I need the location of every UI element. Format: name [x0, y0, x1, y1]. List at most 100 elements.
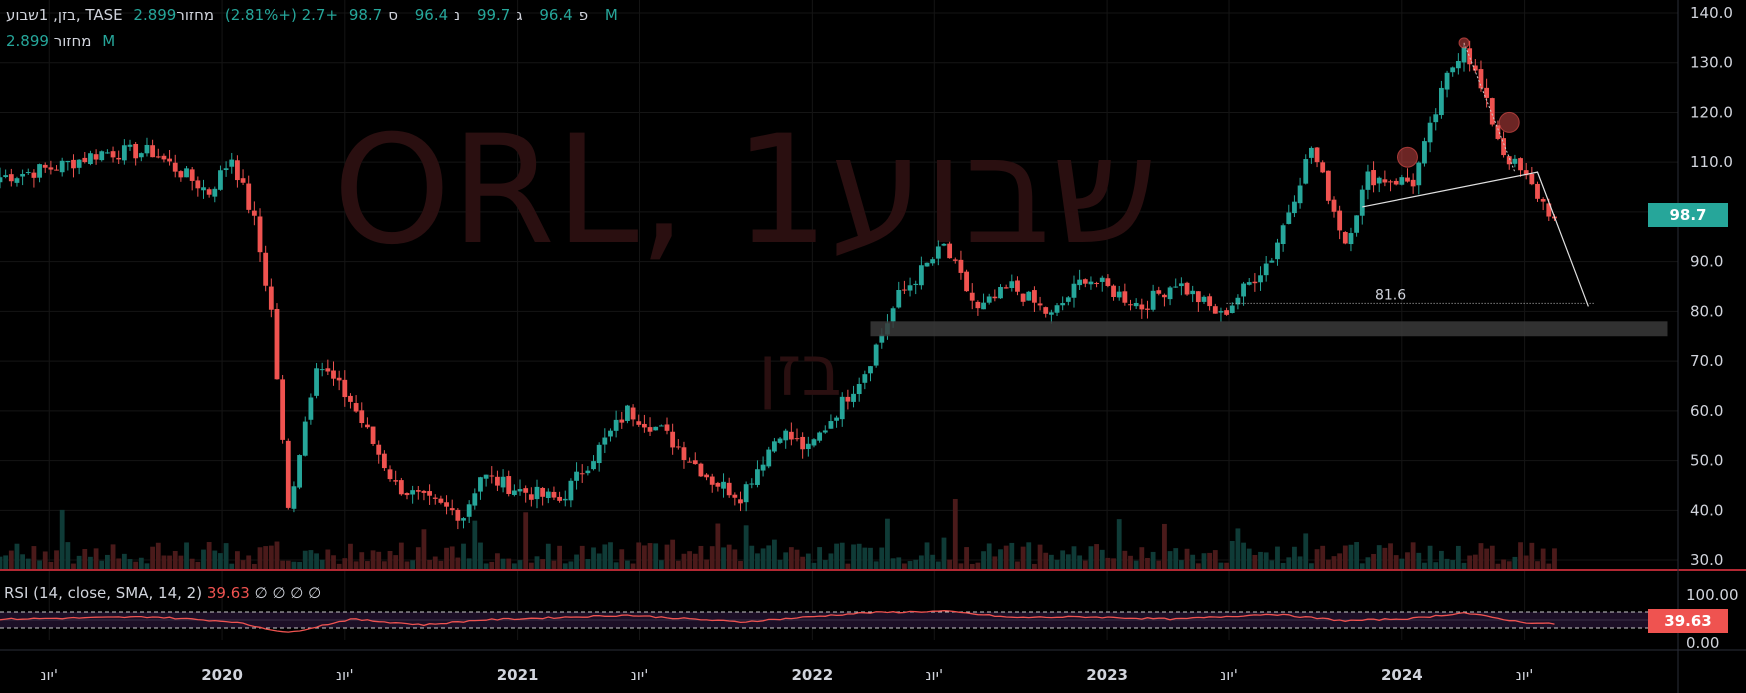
volume-bar-191: [1077, 555, 1083, 570]
candle-body-146: [822, 430, 828, 433]
candle-body-209: [1178, 283, 1184, 287]
candle-body-81: [455, 509, 461, 521]
candle-body-261: [1472, 65, 1478, 71]
volume-bar-181: [1020, 546, 1026, 570]
volume-bar-162: [913, 559, 919, 570]
candle-body-20: [110, 151, 116, 158]
candle-body-86: [483, 474, 489, 479]
volume-bar-1: [3, 555, 9, 570]
candle-body-66: [370, 426, 376, 444]
candle-body-128: [721, 481, 726, 489]
volume-bar-247: [1393, 555, 1399, 570]
candle-body-22: [121, 145, 127, 161]
candle-body-45: [251, 210, 257, 216]
volume-bar-265: [1495, 563, 1501, 570]
volume-bar-68: [381, 561, 387, 570]
volume-bar-273: [1540, 548, 1546, 570]
volume-bar-261: [1472, 554, 1478, 570]
volume-bar-15: [82, 549, 88, 570]
volume-bar-101: [568, 561, 574, 570]
volume-bar-4: [20, 554, 26, 570]
volume-value: 2.899 M: [133, 6, 618, 24]
volume-bar-92: [517, 560, 523, 570]
candle-body-97: [545, 491, 551, 499]
volume-bar-76: [427, 559, 432, 570]
volume-bar-22: [121, 553, 127, 570]
volume-bar-98: [551, 560, 557, 570]
candle-body-120: [675, 446, 681, 448]
volume-bar-56: [314, 553, 319, 570]
volume-bar-168: [947, 559, 953, 570]
volume-bar-40: [223, 543, 229, 570]
volume-bar-244: [1376, 545, 1382, 570]
volume-bar-178: [1003, 545, 1009, 570]
volume-bar-185: [1043, 552, 1049, 570]
volume-bar-228: [1286, 557, 1292, 570]
volume-bar-61: [342, 558, 348, 570]
candle-body-227: [1280, 225, 1286, 245]
candle-body-142: [800, 436, 806, 450]
volume-bar-149: [839, 542, 845, 570]
pattern-marker-0: [1458, 37, 1470, 49]
candle-body-44: [246, 183, 252, 210]
rsi-last-badge: 39.63: [1648, 609, 1728, 633]
price-tick-2: 50.0: [1690, 452, 1723, 470]
level-line-label: 81.6: [1375, 287, 1406, 303]
volume-bar-176: [992, 556, 998, 570]
candle-body-85: [478, 477, 483, 492]
candle-body-78: [438, 498, 444, 503]
candle-body-251: [1416, 162, 1422, 186]
candle-body-187: [1054, 305, 1060, 313]
drawings: 81.6: [870, 37, 1668, 337]
volume-bar-79: [444, 547, 449, 570]
candle-body-180: [1015, 280, 1020, 292]
candle-body-111: [625, 405, 630, 421]
candle-body-218: [1229, 305, 1235, 313]
candle-body-5: [25, 172, 31, 174]
volume-bar-236: [1331, 556, 1337, 570]
volume-bar-271: [1529, 542, 1535, 570]
candle-body-129: [726, 482, 732, 496]
volume-bar-205: [1156, 560, 1162, 570]
volume-bar-51: [285, 560, 291, 570]
volume-bar-36: [201, 549, 206, 570]
volume-bar-135: [760, 548, 766, 570]
candle-body-101: [568, 480, 574, 501]
candle-body-140: [788, 431, 794, 440]
candle-body-27: [150, 145, 156, 158]
volume-bar-52: [291, 561, 297, 570]
volume-bar-230: [1297, 556, 1303, 570]
volume-bar-248: [1399, 558, 1405, 570]
candle-body-141: [794, 438, 800, 440]
candle-body-125: [704, 474, 709, 478]
volume-bar-267: [1506, 561, 1512, 570]
candle-body-59: [331, 370, 336, 379]
candle-body-233: [1314, 147, 1320, 163]
candle-body-163: [918, 265, 924, 286]
candle-body-188: [1060, 303, 1066, 306]
candle-body-39: [218, 170, 223, 190]
volume-bar-110: [619, 549, 625, 570]
volume-bar-254: [1433, 562, 1439, 570]
volume-bar-255: [1439, 550, 1444, 570]
axes: 30.0 40.0 50.0 60.0 70.0 80.0 90.0 110.0 120.0 13…: [40, 0, 1739, 693]
volume-bar-240: [1354, 542, 1360, 570]
volume-bars: [0, 498, 1557, 570]
volume-bar-64: [359, 552, 365, 570]
candle-body-181: [1020, 293, 1026, 302]
volume-bar-250: [1410, 542, 1416, 570]
candle-body-87: [489, 475, 495, 477]
volume-bar-118: [664, 544, 670, 570]
volume-bar-106: [596, 553, 602, 570]
candle-body-93: [523, 488, 529, 493]
volume-bar-165: [930, 554, 936, 570]
candle-body-126: [709, 476, 715, 485]
candle-body-138: [777, 438, 783, 443]
candle-body-144: [811, 439, 817, 446]
candle-body-116: [653, 426, 659, 431]
volume-bar-246: [1388, 543, 1393, 570]
volume-bar-94: [528, 562, 534, 570]
candle-body-244: [1376, 177, 1382, 184]
candle-body-259: [1461, 47, 1467, 63]
